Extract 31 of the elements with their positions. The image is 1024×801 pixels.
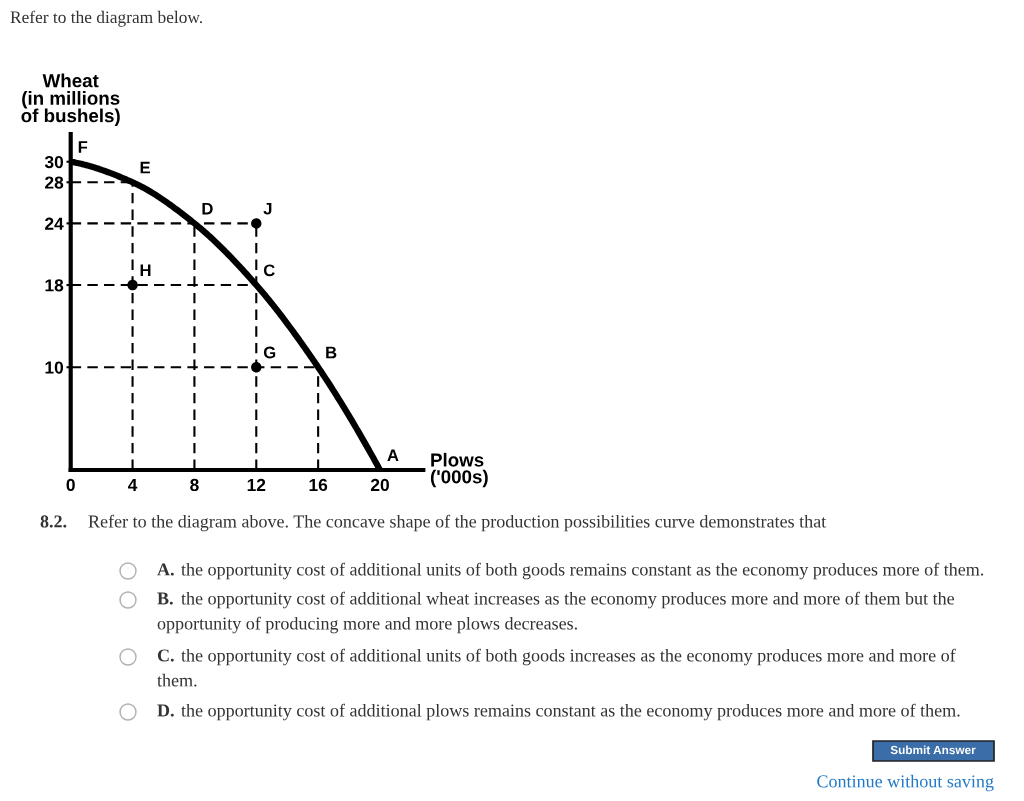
y-tick-label: 24 [45, 217, 64, 230]
y-tick-label: 28 [45, 176, 64, 189]
text: D. the opportunity cost of additional plows remains constant as the economy produces more and more of them. [157, 703, 960, 721]
annotation: H [140, 264, 151, 277]
x-tick-label: 20 [370, 478, 389, 492]
x-tick-label: 16 [309, 478, 328, 492]
y-tick-label: 10 [45, 361, 64, 374]
x-tick-label: 8 [190, 478, 199, 492]
text: A. the opportunity cost of additional units of both goods remains constant as the economy produces more of them. [157, 562, 984, 580]
text: C. the opportunity cost of additional units of both goods increases as the economy produces more and more of them. [157, 648, 956, 687]
text: 8.2. [40, 515, 67, 528]
text: B. the opportunity cost of additional wheat increases as the economy produces more and more of them but the opportunity of producing more and more plows decreases. [157, 591, 955, 634]
annotation: J [263, 202, 272, 215]
annotation: F [78, 141, 88, 153]
y-tick-label: 18 [45, 279, 64, 292]
text: Refer to the diagram above. The concave shape of the production possibilities curve demonstrates that [88, 514, 827, 532]
chart-title: Refer to the diagram below. [10, 10, 203, 27]
annotation: D [202, 202, 213, 215]
x-tick-label: 0 [66, 478, 75, 492]
x-tick-label: 4 [128, 478, 138, 491]
annotation: B [326, 346, 337, 359]
annotation: E [140, 161, 150, 174]
text: Submit Answer [890, 745, 976, 755]
annotation: A [387, 449, 399, 461]
x-tick-label: 12 [247, 478, 266, 491]
y-axis-title: Wheat (in millions of bushels) [21, 73, 120, 126]
y-tick-label: 30 [44, 155, 64, 169]
annotation: G [263, 346, 276, 359]
text: Continue without saving [817, 774, 994, 792]
annotation: C [263, 264, 275, 277]
x-axis-title: Plows ('000s) [430, 452, 488, 488]
